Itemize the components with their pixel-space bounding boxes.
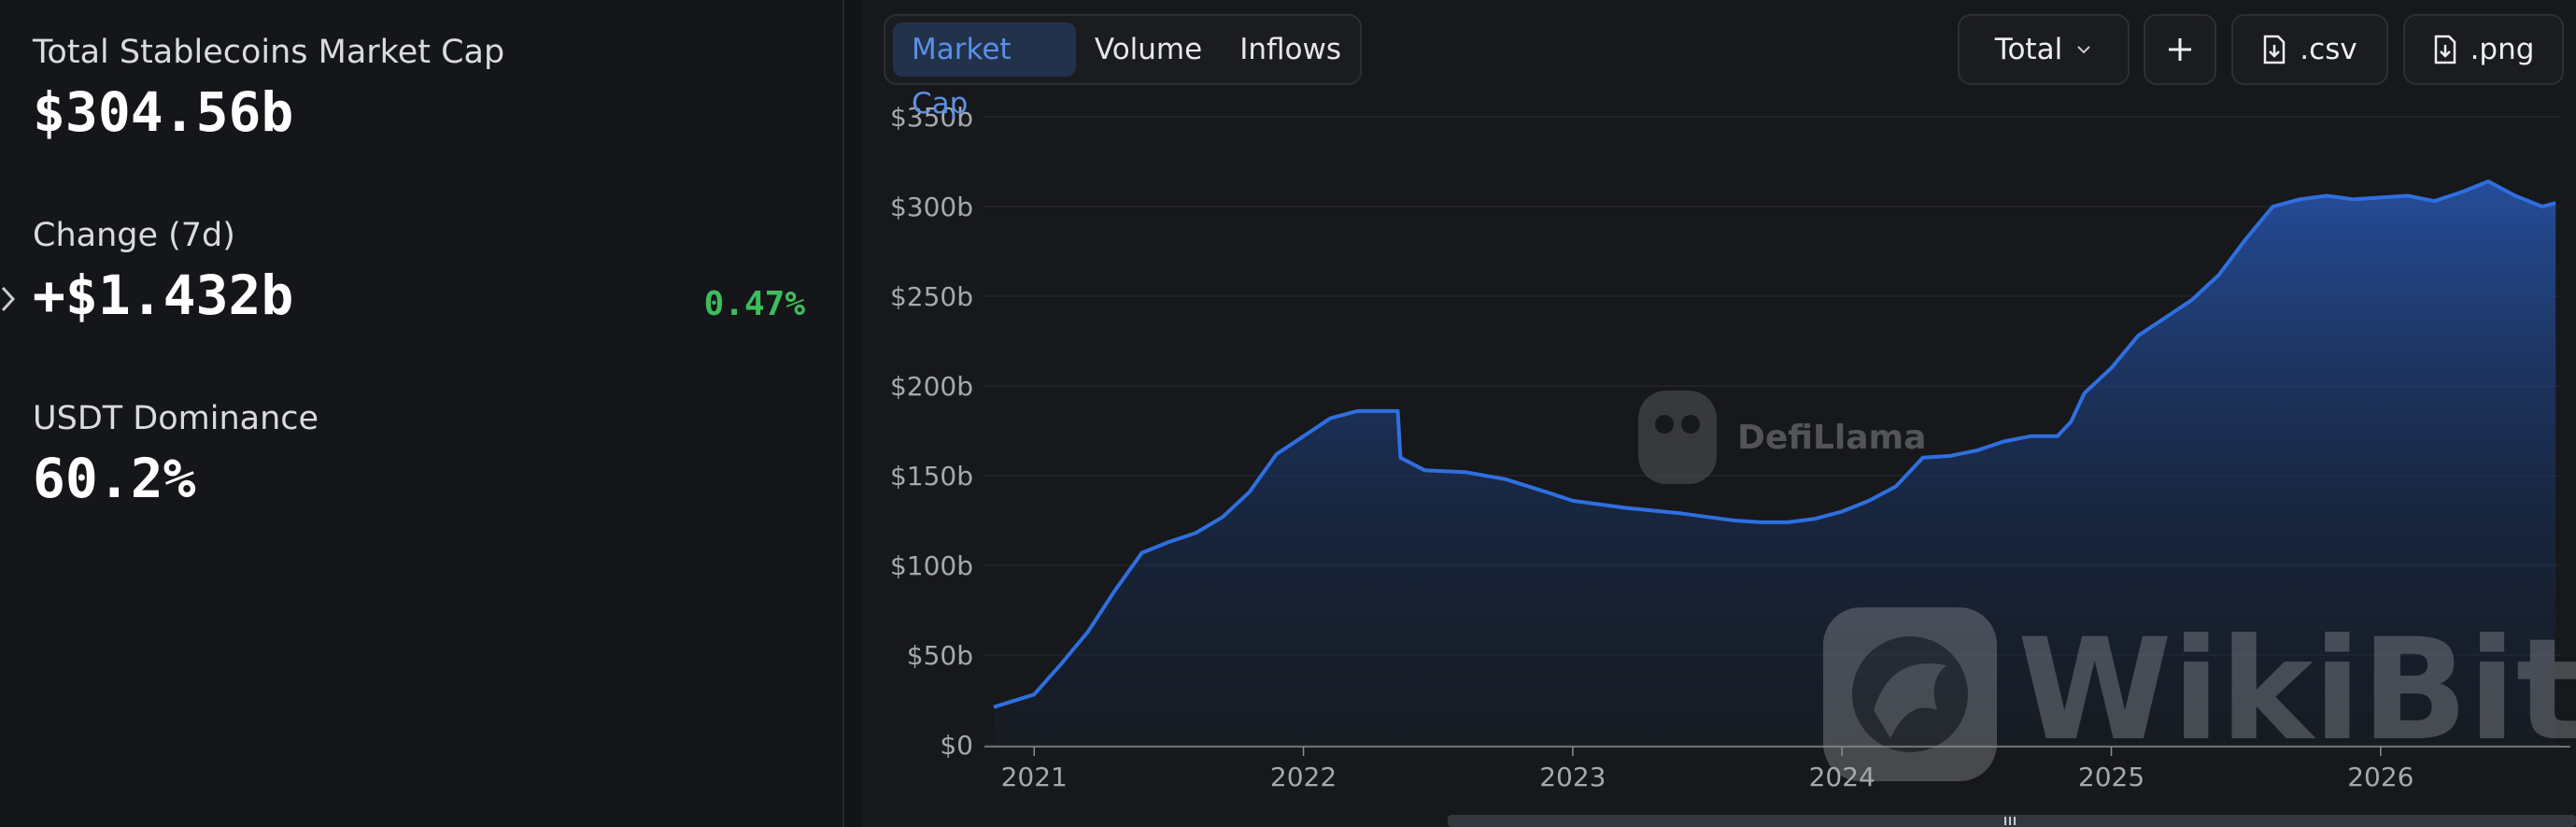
series-line: [993, 179, 2556, 709]
dominance-label: USDT Dominance: [33, 400, 319, 437]
file-download-icon: [2434, 35, 2456, 64]
y-tick-label: $100b: [890, 550, 973, 581]
file-download-icon: [2264, 35, 2286, 64]
tab-inflows[interactable]: Inflows: [1239, 33, 1341, 66]
png-label: .png: [2470, 33, 2535, 66]
chart-panel: DefiLlama WikiBit $0 $50b $100b $150b $200b $…: [863, 0, 2576, 827]
x-tick-label: 2024: [1809, 762, 1875, 792]
x-tick-label: 2022: [1270, 762, 1337, 792]
x-tick-label: 2021: [1001, 762, 1068, 792]
add-button[interactable]: [2144, 14, 2216, 85]
market-cap-label: Total Stablecoins Market Cap: [33, 34, 505, 71]
dominance-value: 60.2%: [33, 447, 196, 510]
change-label: Change (7d): [33, 217, 235, 254]
tab-market-cap[interactable]: Market Cap: [893, 22, 1076, 121]
download-csv-button[interactable]: .csv: [2231, 14, 2388, 85]
dominance-stat: USDT Dominance 60.2%: [33, 400, 318, 510]
market-cap-value: $304.56b: [33, 80, 294, 144]
plus-icon: [2169, 38, 2191, 61]
y-tick-label: $350b: [890, 102, 973, 133]
x-tick-label: 2025: [2078, 762, 2144, 792]
tab-volume[interactable]: Volume: [1094, 33, 1203, 66]
chevron-right-icon[interactable]: [0, 282, 17, 316]
y-tick-label: $150b: [890, 461, 973, 492]
scrollbar-grip-icon[interactable]: [2004, 817, 2016, 825]
chevron-down-icon: [2077, 46, 2090, 54]
stats-panel: Total Stablecoins Market Cap $304.56b Ch…: [0, 0, 842, 827]
stablecoin-area-chart: DefiLlama WikiBit $0 $50b $100b $150b $200b $…: [890, 102, 2576, 827]
csv-label: .csv: [2300, 33, 2357, 66]
area-fill: [994, 181, 2556, 746]
y-tick-label: $300b: [890, 192, 973, 222]
change-value: +$1.432b: [33, 264, 294, 327]
defillama-watermark: DefiLlama: [1638, 391, 1926, 484]
x-tick-label: 2026: [2347, 762, 2413, 792]
market-cap-stat: Total Stablecoins Market Cap $304.56b: [33, 34, 504, 144]
wikibit-watermark: WikiBit: [1823, 607, 2576, 781]
total-dropdown[interactable]: Total: [1958, 14, 2130, 85]
y-tick-label: $0: [940, 730, 973, 761]
change-percent: 0.47%: [703, 285, 805, 323]
x-tick-label: 2023: [1539, 762, 1606, 792]
chart-zoom-scrollbar[interactable]: [1448, 815, 2576, 827]
y-tick-label: $200b: [890, 371, 973, 402]
change-stat: Change (7d) +$1.432b: [33, 217, 293, 327]
defillama-watermark-text: DefiLlama: [1737, 419, 1926, 457]
panel-gutter: [844, 0, 863, 827]
total-dropdown-label: Total: [1994, 33, 2063, 66]
metric-tabs: Market Cap Volume Inflows: [884, 14, 1362, 121]
download-png-button[interactable]: .png: [2403, 14, 2564, 85]
panel-divider: [842, 0, 844, 827]
y-tick-label: $50b: [907, 640, 973, 671]
wikibit-watermark-text: WikiBit: [2017, 609, 2576, 772]
y-tick-label: $250b: [890, 281, 973, 312]
